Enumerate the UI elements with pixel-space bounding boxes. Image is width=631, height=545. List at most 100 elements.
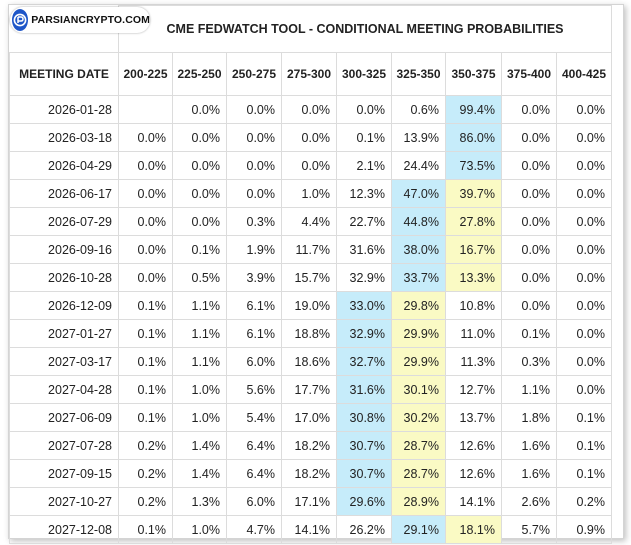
probability-cell-second: 29.9%: [391, 319, 446, 348]
probability-cell: 10.8%: [445, 291, 502, 320]
probability-cell: 1.1%: [172, 319, 227, 348]
probability-cell-second: 39.7%: [445, 179, 502, 208]
probability-cell: 0.0%: [556, 375, 612, 404]
meeting-date-cell: 2027-01-27: [9, 319, 119, 348]
probability-cell: 4.7%: [226, 515, 282, 544]
meeting-date-cell: 2026-09-16: [9, 235, 119, 264]
table-row: 2026-07-29 0.0% 0.0% 0.3% 4.4% 22.7% 44.8% 27.8…: [9, 207, 612, 236]
table-row: 2026-09-16 0.0% 0.1% 1.9% 11.7% 31.6% 38.0% 16.…: [9, 235, 612, 264]
probability-cell-second: 13.3%: [445, 263, 502, 292]
table-row: 2027-06-09 0.1% 1.0% 5.4% 17.0% 30.8% 30.2% 13.…: [9, 403, 612, 432]
column-header-200-225: 200-225: [118, 52, 173, 96]
probability-cell-highest: 29.6%: [336, 487, 392, 516]
probability-cell: 14.1%: [281, 515, 337, 544]
probability-cell: 1.0%: [172, 515, 227, 544]
probability-cell: 13.9%: [391, 123, 446, 152]
probability-cell: 2.6%: [501, 487, 557, 516]
probability-cell: 0.5%: [172, 263, 227, 292]
probability-cell-highest: 33.7%: [391, 263, 446, 292]
probability-cell: 0.1%: [556, 403, 612, 432]
probability-cell: 0.0%: [501, 151, 557, 180]
probability-cell: 0.0%: [556, 319, 612, 348]
probability-cell: 17.1%: [281, 487, 337, 516]
probability-cell: 0.1%: [556, 459, 612, 488]
probability-cell: 0.0%: [336, 95, 392, 124]
table-row: 2027-12-08 0.1% 1.0% 4.7% 14.1% 26.2% 29.1% 18.…: [9, 515, 612, 544]
probability-cell: 0.0%: [281, 95, 337, 124]
probability-cell-second: 27.8%: [445, 207, 502, 236]
probability-cell: 0.0%: [172, 123, 227, 152]
probability-cell: 1.6%: [501, 459, 557, 488]
probability-cell: 0.0%: [556, 347, 612, 376]
probability-cell-highest: 30.8%: [336, 403, 392, 432]
probability-cell: 12.6%: [445, 431, 502, 460]
watermark-badge: PARSIANCRYPTO.COM: [10, 7, 150, 33]
watermark-text: PARSIANCRYPTO.COM: [31, 14, 150, 26]
probability-cell: 0.1%: [118, 375, 173, 404]
probability-cell-highest: 31.6%: [336, 375, 392, 404]
probability-cell: 15.7%: [281, 263, 337, 292]
meeting-date-cell: 2027-03-17: [9, 347, 119, 376]
probability-cell: 0.0%: [501, 263, 557, 292]
meeting-date-cell: 2027-04-28: [9, 375, 119, 404]
meeting-date-cell: 2027-06-09: [9, 403, 119, 432]
probability-cell: 0.0%: [556, 95, 612, 124]
probability-cell: 6.0%: [226, 347, 282, 376]
meeting-date-cell: 2026-06-17: [9, 179, 119, 208]
probability-cell: 0.1%: [501, 319, 557, 348]
probability-cell: 0.2%: [118, 431, 173, 460]
probability-cell-second: 28.7%: [391, 431, 446, 460]
probability-cell-highest: 38.0%: [391, 235, 446, 264]
probability-cell: 0.2%: [556, 487, 612, 516]
probability-cell: 1.0%: [172, 375, 227, 404]
probability-cell-highest: 99.4%: [445, 95, 502, 124]
probability-cell: 0.3%: [501, 347, 557, 376]
column-header-375-400: 375-400: [501, 52, 557, 96]
probability-cell: 1.0%: [172, 403, 227, 432]
probability-cell: 1.1%: [501, 375, 557, 404]
probability-cell: 3.9%: [226, 263, 282, 292]
probability-cell: 0.0%: [172, 179, 227, 208]
probability-cell: 31.6%: [336, 235, 392, 264]
probability-cell: 0.0%: [556, 235, 612, 264]
probability-cell: 11.3%: [445, 347, 502, 376]
probability-cell: 0.0%: [118, 151, 173, 180]
probability-cell: 0.0%: [501, 179, 557, 208]
probability-cell: 0.9%: [556, 515, 612, 544]
probability-cell: 6.0%: [226, 487, 282, 516]
table-row: 2027-09-15 0.2% 1.4% 6.4% 18.2% 30.7% 28.7% 12.…: [9, 459, 612, 488]
probability-table: CME FEDWATCH TOOL - CONDITIONAL MEETING …: [9, 5, 612, 544]
probability-cell: 0.0%: [226, 95, 282, 124]
column-header-225-250: 225-250: [172, 52, 227, 96]
probability-cell-highest: 47.0%: [391, 179, 446, 208]
probability-cell-second: 29.9%: [391, 347, 446, 376]
table-row: 2027-04-28 0.1% 1.0% 5.6% 17.7% 31.6% 30.1% 12.…: [9, 375, 612, 404]
probability-cell: 6.1%: [226, 319, 282, 348]
probability-cell: 26.2%: [336, 515, 392, 544]
probability-cell: 11.7%: [281, 235, 337, 264]
probability-cell: 0.0%: [556, 291, 612, 320]
probability-cell: 6.1%: [226, 291, 282, 320]
probability-cell: 1.1%: [172, 347, 227, 376]
probability-cell: 17.7%: [281, 375, 337, 404]
probability-cell-second: 30.1%: [391, 375, 446, 404]
column-header-250-275: 250-275: [226, 52, 282, 96]
probability-cell-highest: 32.7%: [336, 347, 392, 376]
meeting-date-header: MEETING DATE: [9, 52, 119, 96]
meeting-date-cell: 2027-10-27: [9, 487, 119, 516]
probability-cell: 0.0%: [226, 179, 282, 208]
probability-cell: 0.0%: [172, 207, 227, 236]
probability-cell: 17.0%: [281, 403, 337, 432]
meeting-date-cell: 2026-07-29: [9, 207, 119, 236]
probability-cell: 0.2%: [118, 459, 173, 488]
probability-cell: 0.1%: [118, 319, 173, 348]
meeting-date-cell: 2027-07-28: [9, 431, 119, 460]
probability-cell: 0.0%: [172, 151, 227, 180]
probability-cell: 0.2%: [118, 487, 173, 516]
table-row: 2027-01-27 0.1% 1.1% 6.1% 18.8% 32.9% 29.9% 11.…: [9, 319, 612, 348]
probability-cell: 0.0%: [281, 151, 337, 180]
table-row: 2026-01-28 0.0% 0.0% 0.0% 0.0% 0.6% 99.4% 0.0% 0…: [9, 95, 612, 124]
probability-cell: 0.0%: [118, 207, 173, 236]
probability-cell: 18.2%: [281, 431, 337, 460]
meeting-date-cell: 2026-04-29: [9, 151, 119, 180]
